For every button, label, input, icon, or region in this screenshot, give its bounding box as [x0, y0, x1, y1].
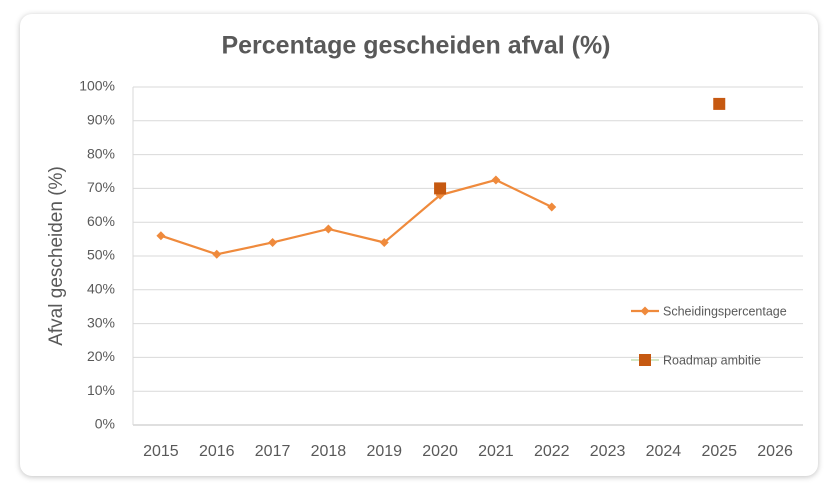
y-tick-label: 90% — [87, 112, 115, 128]
y-tick-label: 80% — [87, 145, 115, 161]
diamond-marker — [323, 224, 333, 234]
x-tick-label: 2015 — [143, 443, 179, 460]
series-line — [160, 178, 553, 256]
y-tick-label: 100% — [79, 78, 115, 94]
y-tick-label: 30% — [87, 314, 115, 330]
diamond-marker — [212, 249, 222, 259]
x-tick-label: 2021 — [478, 443, 514, 460]
square-marker — [434, 182, 447, 195]
x-tick-label: 2018 — [311, 443, 347, 460]
diamond-marker — [156, 231, 166, 241]
x-tick-label: 2026 — [757, 443, 793, 460]
x-tick-label: 2023 — [590, 443, 626, 460]
diamond-marker — [268, 237, 278, 247]
diamond-marker — [547, 202, 557, 212]
y-tick-label: 40% — [87, 281, 115, 297]
y-tick-label: 60% — [87, 213, 115, 229]
y-tick-label: 70% — [87, 179, 115, 195]
x-tick-label: 2016 — [199, 443, 235, 460]
x-tick-label: 2025 — [701, 443, 737, 460]
x-tick-label: 2024 — [646, 443, 682, 460]
square-marker — [639, 354, 651, 366]
diamond-marker — [640, 306, 650, 316]
x-tick-label: 2022 — [534, 443, 570, 460]
diamond-marker — [491, 175, 501, 185]
square-marker — [713, 97, 726, 110]
chart-title: Percentage gescheiden afval (%) — [221, 32, 610, 60]
x-tick-label: 2020 — [422, 443, 458, 460]
legend-label: Scheidingspercentage — [663, 304, 787, 318]
y-axis-title: Afval gescheiden (%) — [46, 166, 67, 346]
x-tick-label: 2017 — [255, 443, 291, 460]
diamond-marker — [379, 237, 389, 247]
y-tick-label: 20% — [87, 348, 115, 364]
y-tick-label: 0% — [95, 416, 115, 432]
x-tick-label: 2019 — [366, 443, 402, 460]
chart-card — [20, 14, 818, 476]
y-tick-label: 10% — [87, 382, 115, 398]
y-tick-label: 50% — [87, 247, 115, 263]
legend-label: Roadmap ambitie — [663, 353, 761, 367]
